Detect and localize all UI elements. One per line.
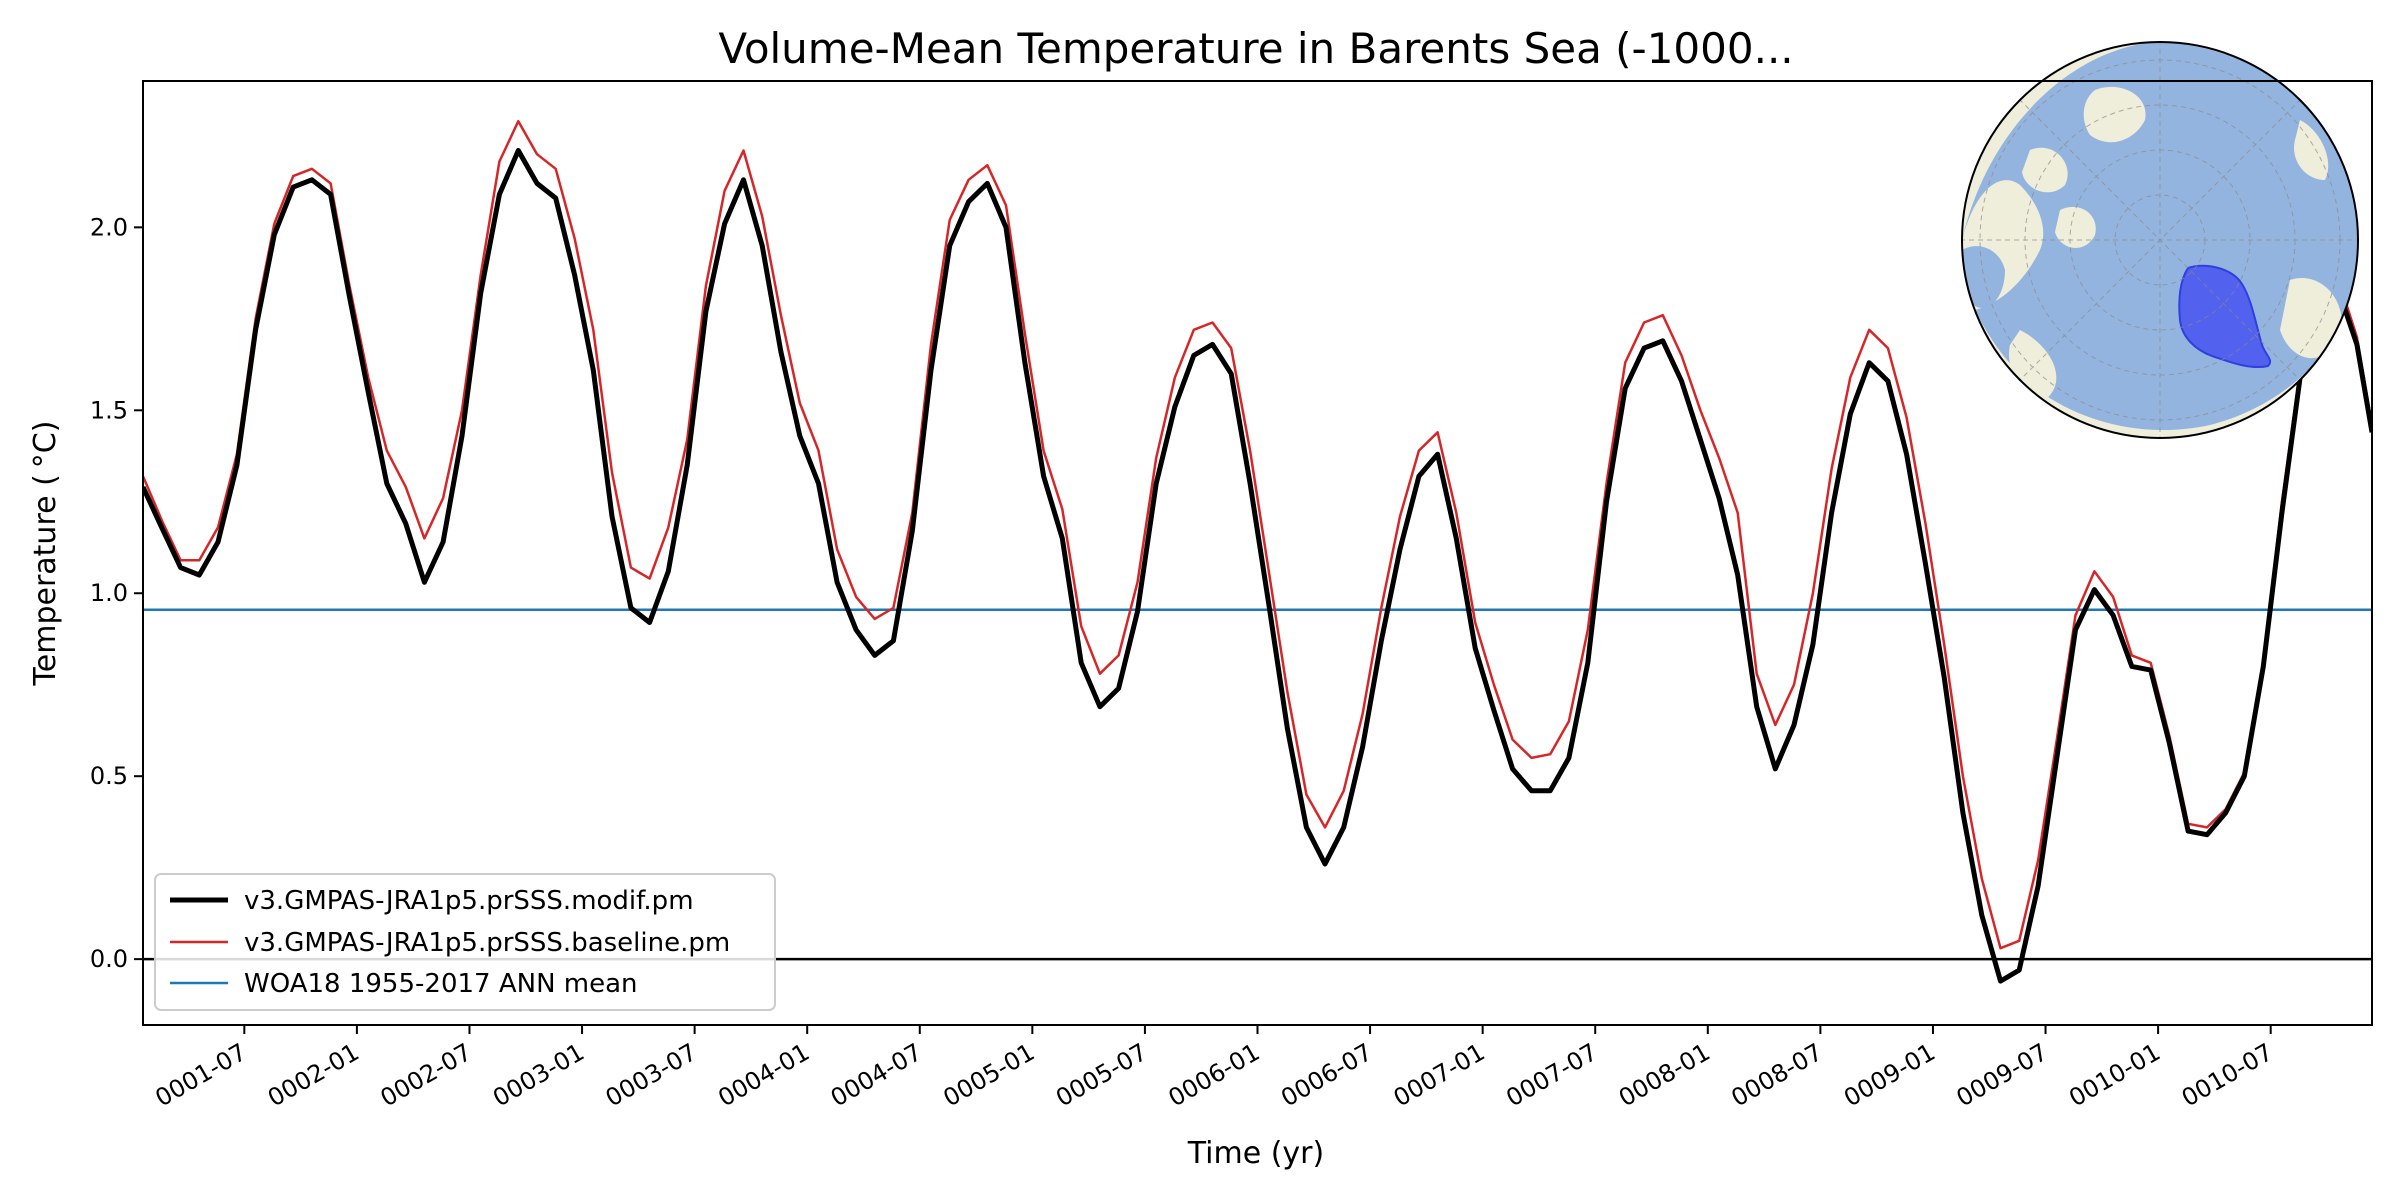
svg-text:0.5: 0.5 xyxy=(90,762,128,790)
x-tick: 0007-07 xyxy=(1501,1025,1602,1112)
svg-text:v3.GMPAS-JRA1p5.prSSS.baseline: v3.GMPAS-JRA1p5.prSSS.baseline.pm xyxy=(244,928,730,958)
svg-text:0010-01: 0010-01 xyxy=(2064,1038,2165,1112)
x-tick: 0004-01 xyxy=(713,1025,814,1112)
x-axis: 0001-07 0002-01 0002-07 0003-01 0003-07 … xyxy=(150,1025,2278,1112)
y-tick: 1.0 xyxy=(90,579,143,607)
y-tick: 2.0 xyxy=(90,213,143,241)
legend: v3.GMPAS-JRA1p5.prSSS.modif.pm v3.GMPAS-… xyxy=(154,873,776,1011)
y-axis: 0.0 0.5 1.0 1.5 2.0 xyxy=(90,213,143,973)
svg-text:0006-07: 0006-07 xyxy=(1276,1038,1377,1112)
x-tick: 0003-01 xyxy=(488,1025,589,1112)
series-baseline xyxy=(143,119,2372,950)
x-tick: 0006-01 xyxy=(1164,1025,1265,1112)
series-modif xyxy=(143,148,2372,984)
svg-text:0003-01: 0003-01 xyxy=(488,1038,589,1112)
barents-sea-region xyxy=(2178,264,2272,368)
legend-entry-woa18: WOA18 1955-2017 ANN mean xyxy=(170,969,638,999)
x-tick: 0010-07 xyxy=(2177,1025,2278,1112)
arctic-globe-icon xyxy=(1961,41,2359,439)
svg-text:0001-07: 0001-07 xyxy=(150,1038,251,1112)
svg-text:WOA18 1955-2017 ANN mean: WOA18 1955-2017 ANN mean xyxy=(244,969,638,999)
svg-text:0006-01: 0006-01 xyxy=(1164,1038,1265,1112)
x-tick: 0008-07 xyxy=(1727,1025,1828,1112)
legend-entry-baseline: v3.GMPAS-JRA1p5.prSSS.baseline.pm xyxy=(170,928,730,958)
svg-text:0005-07: 0005-07 xyxy=(1051,1038,1152,1112)
x-tick: 0009-07 xyxy=(1952,1025,2053,1112)
svg-text:0008-07: 0008-07 xyxy=(1727,1038,1828,1112)
chart-title: Volume-Mean Temperature in Barents Sea (… xyxy=(718,24,1793,73)
svg-text:0010-07: 0010-07 xyxy=(2177,1038,2278,1112)
svg-text:v3.GMPAS-JRA1p5.prSSS.modif.pm: v3.GMPAS-JRA1p5.prSSS.modif.pm xyxy=(244,886,694,916)
svg-text:0009-01: 0009-01 xyxy=(1839,1038,1940,1112)
x-tick: 0003-07 xyxy=(601,1025,702,1112)
svg-text:0007-01: 0007-01 xyxy=(1389,1038,1490,1112)
y-tick: 0.5 xyxy=(90,762,143,790)
x-tick: 0005-01 xyxy=(939,1025,1040,1112)
y-tick: 1.5 xyxy=(90,396,143,424)
svg-text:0004-01: 0004-01 xyxy=(713,1038,814,1112)
svg-text:0003-07: 0003-07 xyxy=(601,1038,702,1112)
svg-text:0005-01: 0005-01 xyxy=(939,1038,1040,1112)
x-tick: 0009-01 xyxy=(1839,1025,1940,1112)
y-axis-label: Temperature ( °C) xyxy=(28,421,63,687)
svg-text:0002-07: 0002-07 xyxy=(376,1038,477,1112)
svg-text:0008-01: 0008-01 xyxy=(1614,1038,1715,1112)
svg-text:0009-07: 0009-07 xyxy=(1952,1038,2053,1112)
legend-entry-modif: v3.GMPAS-JRA1p5.prSSS.modif.pm xyxy=(170,886,694,916)
svg-text:0004-07: 0004-07 xyxy=(826,1038,927,1112)
svg-text:1.0: 1.0 xyxy=(90,579,128,607)
x-tick: 0005-07 xyxy=(1051,1025,1152,1112)
x-tick: 0002-01 xyxy=(263,1025,364,1112)
svg-text:1.5: 1.5 xyxy=(90,396,128,424)
x-tick: 0001-07 xyxy=(150,1025,251,1112)
x-tick: 0010-01 xyxy=(2064,1025,2165,1112)
y-tick: 0.0 xyxy=(90,945,143,973)
x-tick: 0002-07 xyxy=(376,1025,477,1112)
svg-text:0.0: 0.0 xyxy=(90,945,128,973)
svg-text:0002-01: 0002-01 xyxy=(263,1038,364,1112)
x-tick: 0008-01 xyxy=(1614,1025,1715,1112)
x-tick: 0004-07 xyxy=(826,1025,927,1112)
svg-text:2.0: 2.0 xyxy=(90,213,128,241)
x-tick: 0006-07 xyxy=(1276,1025,1377,1112)
legend-box xyxy=(154,873,776,1011)
x-axis-label: Time (yr) xyxy=(1187,1136,1324,1171)
x-tick: 0007-01 xyxy=(1389,1025,1490,1112)
svg-text:0007-07: 0007-07 xyxy=(1501,1038,1602,1112)
